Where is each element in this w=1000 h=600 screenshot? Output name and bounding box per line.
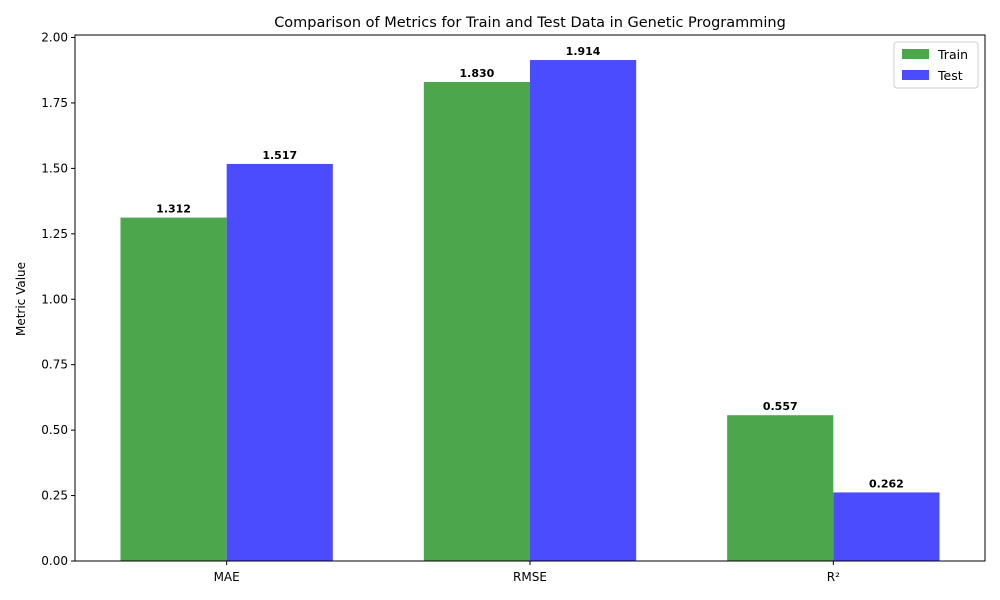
x-tick-label: RMSE [513,570,547,584]
y-tick-label: 0.75 [41,358,68,372]
bar-train-0 [120,217,227,562]
bar-train-1 [423,82,530,561]
y-tick-label: 1.25 [41,227,68,241]
data-label-test-2: 0.262 [869,477,904,490]
x-tick-label: R² [827,570,840,584]
legend-swatch-test [902,70,929,80]
y-tick-label: 0.50 [41,423,68,437]
legend: Train Test [893,41,979,89]
y-tick-label: 2.00 [41,31,68,45]
data-label-train-0: 1.312 [156,203,191,216]
data-label-test-0: 1.517 [262,149,297,162]
legend-swatch-train [902,49,929,59]
y-tick-label: 1.50 [41,161,68,175]
data-label-test-1: 1.914 [566,45,601,58]
x-tick-label: MAE [214,570,240,584]
y-tick-label: 0.00 [41,554,68,568]
legend-label-test: Test [937,68,963,83]
y-axis-label: Metric Value [14,262,28,336]
legend-label-train: Train [937,47,968,62]
bar-test-1 [530,60,637,561]
y-tick-label: 0.25 [41,489,68,503]
data-label-train-2: 0.557 [763,400,798,413]
bars-layer [120,60,940,562]
bar-test-0 [226,163,333,561]
bar-train-2 [727,415,834,561]
y-tick-label: 1.00 [41,292,68,306]
data-labels-layer: 1.312 1.517 1.830 1.914 0.557 0.262 [156,45,904,490]
y-tick-label: 1.75 [41,96,68,110]
chart-title: Comparison of Metrics for Train and Test… [274,15,786,31]
bar-test-2 [833,492,940,561]
axes-layer: 0.00 0.25 0.50 0.75 1.00 1.25 1.50 1.75 2.00 MAE R… [41,31,986,584]
data-label-train-1: 1.830 [460,67,495,80]
